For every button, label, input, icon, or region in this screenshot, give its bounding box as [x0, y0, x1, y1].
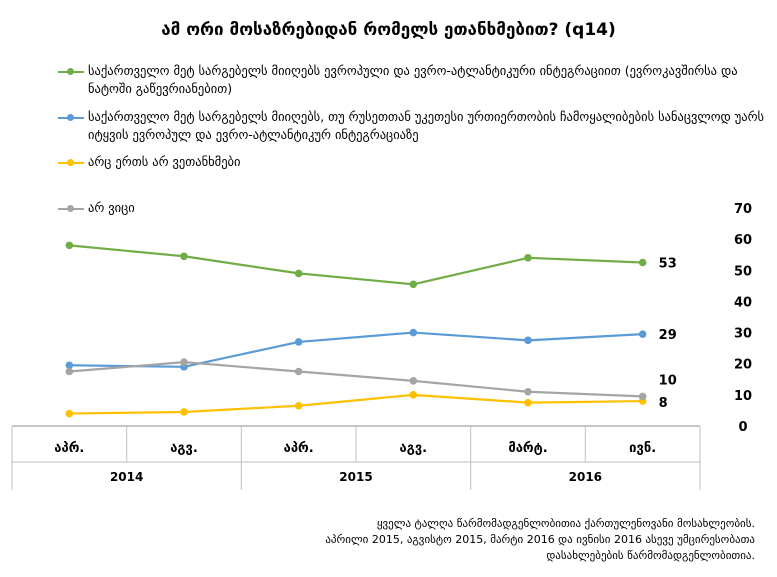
x-tick-label: აპრ. — [284, 441, 314, 456]
y-tick-label: 30 — [734, 327, 752, 342]
y-tick-label: 40 — [734, 295, 752, 310]
data-point — [65, 361, 74, 370]
data-point — [638, 392, 647, 401]
data-point — [180, 408, 188, 416]
y-tick-label: 0 — [738, 420, 747, 435]
data-point — [65, 367, 74, 376]
legend-label: არ ვიცი — [88, 200, 135, 215]
series-line — [69, 331, 643, 368]
legend-label: საქართველო მეტ სარგებელს მიიღებს, თუ რუს… — [88, 109, 765, 142]
year-group-label: 2014 — [110, 470, 143, 484]
data-label: 8 — [659, 396, 668, 411]
series-line — [69, 244, 643, 286]
data-point — [180, 252, 188, 261]
data-point — [409, 280, 418, 289]
legend-marker-green — [58, 68, 84, 75]
y-tick-label: 10 — [734, 389, 752, 404]
x-tick-label: ივნ. — [629, 441, 656, 456]
data-point — [409, 391, 418, 399]
data-label: 53 — [659, 257, 677, 272]
legend-marker-gray — [58, 205, 84, 212]
data-point — [524, 336, 532, 345]
data-point — [409, 377, 418, 385]
footnote-line: აპრილი 2015, აგვისტო 2015, მარტი 2016 და… — [325, 533, 755, 546]
series-line — [69, 393, 643, 415]
data-point — [294, 269, 303, 278]
data-point — [524, 254, 532, 262]
x-tick-label: აგვ. — [400, 441, 428, 456]
x-tick-label: აპრ. — [54, 441, 84, 456]
y-tick-label: 20 — [734, 358, 752, 373]
data-point — [65, 241, 74, 250]
legend-item-dont-know: არ ვიცი — [58, 199, 135, 217]
data-point — [294, 338, 303, 346]
legend-marker-blue — [58, 114, 84, 121]
data-point — [638, 258, 647, 267]
legend-item-eu-integration: საქართველო მეტ სარგებელს მიიღებს ევროპულ… — [58, 62, 777, 98]
year-group-label: 2015 — [339, 470, 372, 484]
y-tick-label: 50 — [734, 264, 752, 279]
footnote-line: ყველა ტალღა წარმომადგენლობითია ქართულენო… — [376, 517, 755, 530]
data-point — [294, 367, 303, 376]
x-tick-label: მარტ. — [508, 441, 547, 456]
footnote-line: დასახლებების წარმომადგენლობითია. — [546, 549, 755, 562]
data-point — [65, 409, 74, 418]
footnote: ყველა ტალღა წარმომადგენლობითია ქართულენო… — [325, 516, 755, 564]
legend-item-russia-relations: საქართველო მეტ სარგებელს მიიღებს, თუ რუს… — [58, 108, 777, 144]
series-line — [69, 361, 643, 398]
data-point — [638, 330, 647, 338]
legend-item-neither: არც ერთს არ ვეთანხმები — [58, 153, 240, 171]
data-point — [409, 328, 418, 337]
y-tick-label: 60 — [734, 233, 752, 248]
legend-marker-yellow — [58, 159, 84, 166]
data-point — [524, 398, 532, 407]
chart-title: ამ ორი მოსაზრებიდან რომელს ეთანხმებით? (… — [161, 20, 616, 40]
data-point — [180, 358, 188, 366]
x-tick-label: აგვ. — [170, 441, 198, 456]
y-tick-label: 70 — [734, 202, 752, 217]
legend-label: არც ერთს არ ვეთანხმები — [88, 154, 241, 169]
data-point — [294, 401, 303, 410]
year-group-label: 2016 — [569, 470, 602, 484]
legend-label: საქართველო მეტ სარგებელს მიიღებს ევროპულ… — [88, 63, 738, 96]
data-label: 29 — [659, 328, 677, 343]
data-point — [524, 387, 532, 396]
data-label: 10 — [659, 373, 677, 388]
